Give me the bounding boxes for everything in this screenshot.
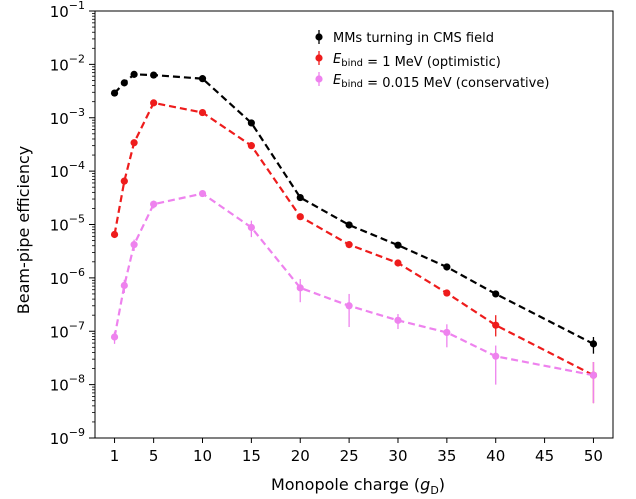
legend-label: Ebind = 1 MeV (optimistic) — [333, 52, 501, 70]
y-tick-label: 10−7 — [50, 319, 85, 341]
x-tick-label: 15 — [242, 447, 261, 465]
x-tick-label: 50 — [584, 447, 603, 465]
data-point — [150, 99, 158, 107]
y-tick-label: 10−9 — [50, 426, 85, 448]
data-point — [120, 79, 128, 87]
data-point — [130, 139, 138, 147]
data-point — [110, 230, 119, 239]
data-point — [247, 119, 255, 127]
legend-item-3: Ebind = 0.015 MeV (conservative) — [315, 72, 549, 91]
data-point — [589, 371, 598, 379]
data-point — [120, 281, 128, 290]
legend: MMs turning in CMS field Ebind = 1 MeV (o… — [315, 30, 549, 91]
x-tick-label: 40 — [486, 447, 505, 465]
legend-item-2: Ebind = 1 MeV (optimistic) — [315, 51, 501, 70]
data-point — [150, 71, 158, 79]
x-tick-label: 10 — [193, 447, 212, 465]
series-line — [113, 192, 594, 377]
data-point — [589, 340, 598, 348]
data-point — [120, 177, 128, 185]
data-point — [443, 328, 451, 337]
x-axis-label-close: ) — [439, 475, 445, 494]
data-point — [345, 241, 353, 249]
data-point — [443, 289, 451, 297]
plot-frame — [94, 10, 614, 439]
x-tick-label: 25 — [340, 447, 359, 465]
x-axis-label-subscript: D — [430, 484, 438, 497]
data-point — [345, 221, 353, 229]
x-axis-label-text: Monopole charge ( — [271, 475, 420, 494]
series-3 — [110, 189, 598, 404]
data-point — [345, 302, 353, 310]
data-point — [296, 193, 304, 202]
x-tick-label: 5 — [149, 447, 159, 465]
y-tick-label: 10−2 — [50, 52, 85, 74]
x-tick-label: 30 — [388, 447, 407, 465]
data-point — [198, 189, 207, 198]
y-tick-label: 10−8 — [50, 373, 85, 395]
data-point — [247, 142, 255, 150]
data-point — [394, 316, 402, 324]
data-point — [110, 333, 119, 341]
data-point — [492, 290, 500, 298]
series-1 — [110, 70, 598, 354]
data-point — [296, 284, 304, 292]
data-point — [198, 75, 207, 83]
data-point — [296, 213, 304, 221]
y-tick-label: 10−5 — [50, 213, 85, 235]
data-point — [443, 263, 451, 271]
y-tick-label: 10−6 — [50, 266, 85, 288]
legend-marker — [315, 75, 323, 83]
data-point — [394, 259, 402, 267]
x-axis-label: Monopole charge (gD) — [271, 475, 445, 497]
plot-background — [95, 11, 613, 438]
x-tick-label: 1 — [110, 447, 120, 465]
x-tick-label: 20 — [291, 447, 310, 465]
x-tick-label: 35 — [437, 447, 456, 465]
y-tick-label: 10−3 — [50, 106, 85, 128]
data-point — [130, 241, 138, 249]
y-tick-label: 10−1 — [50, 0, 85, 21]
data-point — [110, 89, 119, 97]
axes-layer: 1 5 10 15 20 25 30 35 40 45 5010−910−810−710−610−5… — [50, 0, 614, 465]
legend-label: MMs turning in CMS field — [333, 31, 494, 46]
data-point — [150, 200, 158, 208]
plot-area — [95, 11, 613, 438]
y-axis-label: Beam-pipe efficiency — [14, 146, 33, 314]
data-point — [198, 108, 207, 117]
y-tick-label: 10−4 — [50, 159, 85, 181]
x-axis-label-symbol: g — [420, 475, 430, 494]
series-line — [113, 101, 594, 377]
x-tick-label: 45 — [535, 447, 554, 465]
legend-marker — [315, 33, 323, 41]
legend-label: Ebind = 0.015 MeV (conservative) — [333, 73, 549, 91]
data-point — [492, 321, 500, 329]
data-point — [247, 223, 255, 232]
series-layer — [110, 70, 598, 404]
legend-item-1: MMs turning in CMS field — [315, 30, 494, 46]
data-point — [492, 352, 500, 360]
data-point — [394, 241, 402, 249]
legend-marker — [315, 54, 323, 62]
data-point — [130, 70, 138, 78]
